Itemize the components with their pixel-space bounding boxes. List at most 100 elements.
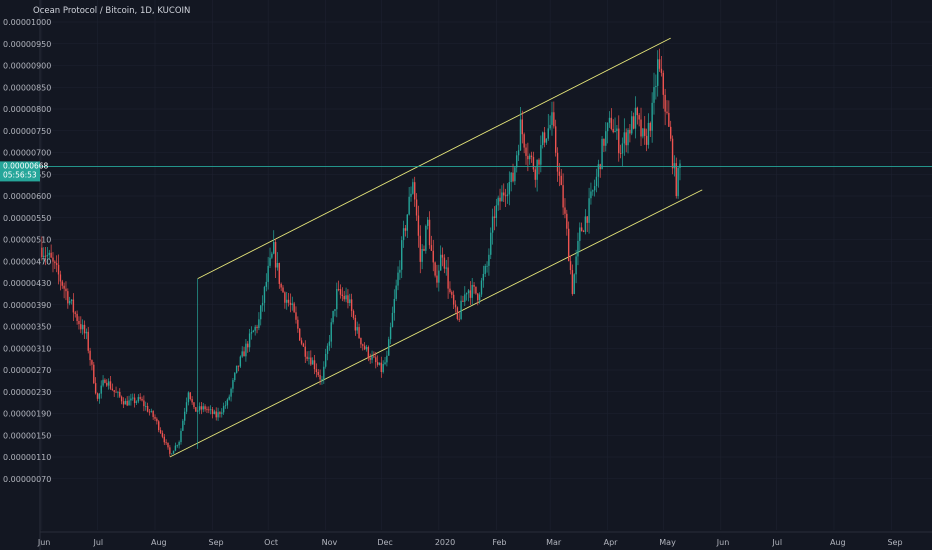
candle — [191, 396, 193, 405]
candle-body — [549, 124, 551, 129]
candle — [542, 131, 544, 149]
candle-body — [655, 85, 657, 88]
candle-body — [70, 299, 73, 301]
candle — [52, 252, 54, 273]
candle-body — [523, 134, 525, 148]
candle — [143, 395, 145, 412]
candle — [438, 264, 440, 292]
candle-body — [668, 112, 670, 127]
candle-body — [623, 132, 626, 144]
candle-body — [512, 172, 514, 182]
candle — [104, 378, 106, 384]
candle-body — [76, 313, 78, 321]
candle — [48, 249, 50, 260]
candle — [222, 402, 225, 415]
candle-body — [484, 265, 486, 274]
candle-body — [83, 324, 86, 334]
candle-body — [94, 383, 97, 394]
candle-body — [126, 400, 128, 406]
candle — [614, 117, 616, 133]
candle — [269, 247, 271, 268]
candle — [629, 124, 631, 143]
candle — [96, 392, 99, 402]
candle-body — [605, 131, 607, 146]
candle-body — [664, 94, 666, 112]
candle-body — [588, 198, 590, 223]
candle — [595, 168, 598, 193]
candle — [664, 88, 666, 126]
candle-body — [208, 409, 210, 411]
candle-body — [373, 356, 375, 358]
trend-channel — [169, 37, 703, 458]
candle-body — [558, 171, 561, 176]
candle-body — [645, 135, 648, 145]
candle-body — [454, 304, 457, 308]
candle-body — [603, 138, 605, 146]
candle-body — [380, 362, 383, 372]
y-tick-label-5: 0.00000750 — [3, 127, 51, 136]
candle — [200, 401, 203, 415]
candle — [148, 409, 151, 416]
candle-body — [102, 379, 104, 386]
candle — [146, 402, 149, 413]
candle — [554, 119, 557, 157]
candle-body — [284, 292, 286, 303]
candle — [603, 138, 605, 153]
candle-body — [269, 257, 271, 266]
candle — [330, 318, 332, 348]
price-badge-value: 0.00000668 — [3, 161, 49, 170]
candle-body — [677, 167, 679, 197]
candle — [484, 263, 486, 277]
candle — [135, 400, 138, 406]
candle-body — [547, 128, 549, 139]
candle-body — [195, 407, 197, 412]
candle-body — [189, 392, 191, 400]
candle-body — [141, 398, 143, 401]
candle — [80, 316, 82, 334]
candle-body — [542, 132, 544, 146]
candle — [241, 346, 243, 358]
candle-body — [48, 252, 50, 256]
candle-body — [486, 265, 488, 267]
candle — [532, 151, 535, 172]
candle-body — [579, 227, 581, 241]
candle — [582, 229, 585, 233]
candle — [287, 292, 290, 307]
candle — [248, 329, 251, 352]
candle — [273, 230, 275, 255]
x-tick-label-0: Jun — [37, 538, 51, 547]
candle — [384, 356, 386, 366]
candle-body — [631, 116, 633, 134]
candle — [397, 266, 399, 291]
candle-body — [211, 409, 214, 414]
candle — [117, 390, 119, 398]
candle — [169, 445, 171, 457]
candle — [267, 256, 269, 290]
candle-body — [408, 196, 410, 215]
candle-body — [642, 128, 644, 137]
candle-body — [521, 119, 523, 135]
candle-body — [376, 362, 379, 365]
candle-body — [256, 326, 258, 329]
candle-body — [267, 265, 269, 282]
grid — [40, 0, 932, 530]
candle-body — [365, 347, 368, 350]
candle-body — [369, 358, 371, 360]
candle — [677, 166, 679, 199]
candle-body — [621, 143, 624, 154]
candle-body — [341, 294, 344, 297]
y-tick-label-18: 0.00000190 — [3, 410, 51, 419]
candle-body — [439, 254, 442, 271]
candle — [293, 301, 295, 313]
y-tick-label-9: 0.00000550 — [3, 214, 51, 223]
y-tick-label-0: 0.00001000 — [3, 18, 51, 27]
candle-body — [104, 379, 106, 383]
candle — [414, 176, 416, 207]
candle-body — [124, 400, 127, 405]
candle-body — [543, 132, 546, 143]
candle — [419, 225, 421, 274]
candle — [154, 414, 156, 422]
y-tick-label-20: 0.00000110 — [3, 453, 51, 462]
